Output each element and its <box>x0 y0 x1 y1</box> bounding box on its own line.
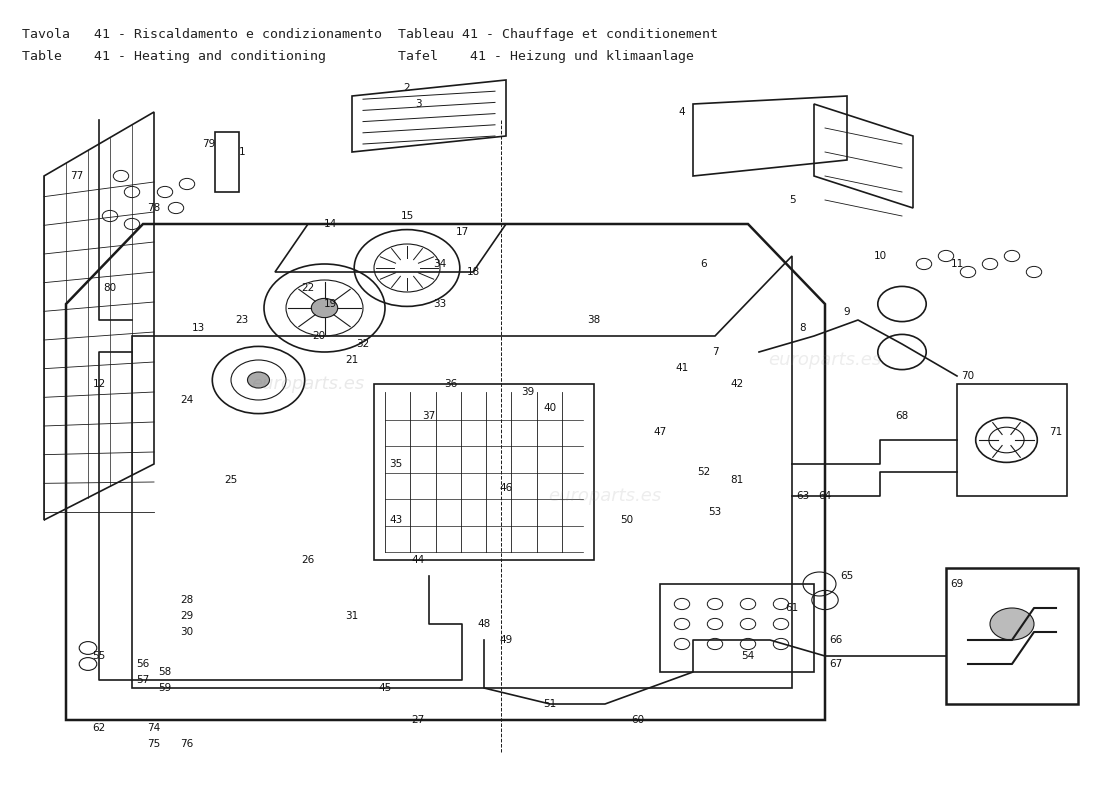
Text: 18: 18 <box>466 267 480 277</box>
Text: 12: 12 <box>92 379 106 389</box>
Text: 80: 80 <box>103 283 117 293</box>
Text: 32: 32 <box>356 339 370 349</box>
Text: 33: 33 <box>433 299 447 309</box>
Text: 52: 52 <box>697 467 711 477</box>
Text: 60: 60 <box>631 715 645 725</box>
Text: 43: 43 <box>389 515 403 525</box>
Text: 17: 17 <box>455 227 469 237</box>
Text: 13: 13 <box>191 323 205 333</box>
Text: 19: 19 <box>323 299 337 309</box>
Bar <box>660 584 814 672</box>
Text: 62: 62 <box>92 723 106 733</box>
Bar <box>374 384 594 560</box>
Text: 75: 75 <box>147 739 161 749</box>
Text: 74: 74 <box>147 723 161 733</box>
Text: 21: 21 <box>345 355 359 365</box>
Text: 46: 46 <box>499 483 513 493</box>
Text: Tavola   41 - Riscaldamento e condizionamento  Tableau 41 - Chauffage et conditi: Tavola 41 - Riscaldamento e condizioname… <box>22 28 718 41</box>
Text: 71: 71 <box>1049 427 1063 437</box>
Text: 24: 24 <box>180 395 194 405</box>
Bar <box>214 132 239 192</box>
Text: 35: 35 <box>389 459 403 469</box>
Text: 47: 47 <box>653 427 667 437</box>
Text: 69: 69 <box>950 579 964 589</box>
Text: europarts.es: europarts.es <box>549 487 661 505</box>
Text: 45: 45 <box>378 683 392 693</box>
Text: 4: 4 <box>679 107 685 117</box>
Text: 57: 57 <box>136 675 150 685</box>
Text: 77: 77 <box>70 171 84 181</box>
Text: 41: 41 <box>675 363 689 373</box>
Circle shape <box>248 372 270 388</box>
Text: Table    41 - Heating and conditioning         Tafel    41 - Heizung und klimaan: Table 41 - Heating and conditioning Tafe… <box>22 50 694 63</box>
Text: 51: 51 <box>543 699 557 709</box>
Text: 6: 6 <box>701 259 707 269</box>
Text: 78: 78 <box>147 203 161 213</box>
Text: 65: 65 <box>840 571 854 581</box>
Text: 39: 39 <box>521 387 535 397</box>
Text: 22: 22 <box>301 283 315 293</box>
Text: 53: 53 <box>708 507 722 517</box>
Text: 8: 8 <box>800 323 806 333</box>
Text: 44: 44 <box>411 555 425 565</box>
Text: 2: 2 <box>404 83 410 93</box>
Text: 63: 63 <box>796 491 810 501</box>
Text: 58: 58 <box>158 667 172 677</box>
Text: 15: 15 <box>400 211 414 221</box>
Text: europarts.es: europarts.es <box>252 375 364 393</box>
Text: 56: 56 <box>136 659 150 669</box>
Text: 31: 31 <box>345 611 359 621</box>
Text: 14: 14 <box>323 219 337 229</box>
Text: 30: 30 <box>180 627 194 637</box>
Bar <box>957 384 1067 496</box>
Text: 20: 20 <box>312 331 326 341</box>
Text: 27: 27 <box>411 715 425 725</box>
Text: 79: 79 <box>202 139 216 149</box>
Text: 42: 42 <box>730 379 744 389</box>
Text: 10: 10 <box>873 251 887 261</box>
Text: 49: 49 <box>499 635 513 645</box>
Text: 66: 66 <box>829 635 843 645</box>
Text: 81: 81 <box>730 475 744 485</box>
Text: 7: 7 <box>712 347 718 357</box>
Text: 11: 11 <box>950 259 964 269</box>
Text: europarts.es: europarts.es <box>769 351 881 369</box>
Text: 67: 67 <box>829 659 843 669</box>
Text: 68: 68 <box>895 411 909 421</box>
Text: 9: 9 <box>844 307 850 317</box>
Text: 28: 28 <box>180 595 194 605</box>
Text: 48: 48 <box>477 619 491 629</box>
Text: 36: 36 <box>444 379 458 389</box>
Text: 50: 50 <box>620 515 634 525</box>
Text: 64: 64 <box>818 491 832 501</box>
Text: 1: 1 <box>239 147 245 157</box>
Text: 38: 38 <box>587 315 601 325</box>
Text: 26: 26 <box>301 555 315 565</box>
Text: 29: 29 <box>180 611 194 621</box>
Bar <box>946 568 1078 704</box>
Text: 59: 59 <box>158 683 172 693</box>
Text: 55: 55 <box>92 651 106 661</box>
Text: 3: 3 <box>415 99 421 109</box>
Text: 76: 76 <box>180 739 194 749</box>
Circle shape <box>311 298 338 318</box>
Text: 23: 23 <box>235 315 249 325</box>
Text: 5: 5 <box>789 195 795 205</box>
Text: 37: 37 <box>422 411 436 421</box>
Text: 25: 25 <box>224 475 238 485</box>
Text: 70: 70 <box>961 371 975 381</box>
Text: 54: 54 <box>741 651 755 661</box>
Text: 61: 61 <box>785 603 799 613</box>
Circle shape <box>990 608 1034 640</box>
Text: 34: 34 <box>433 259 447 269</box>
Text: 40: 40 <box>543 403 557 413</box>
